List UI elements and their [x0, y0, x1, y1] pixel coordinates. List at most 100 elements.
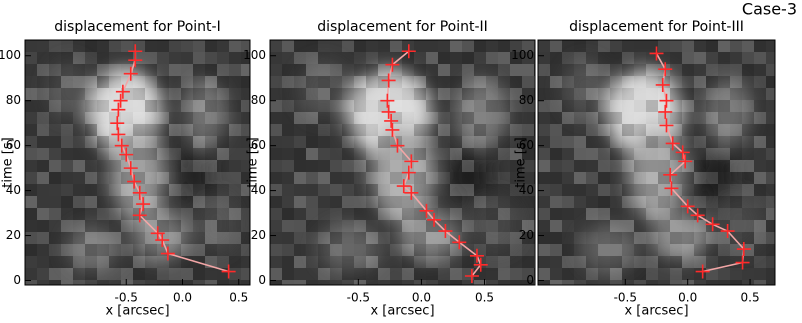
- marker: [438, 224, 453, 239]
- y-tick-label: 40: [6, 183, 21, 197]
- y-tick-label: 20: [251, 228, 266, 242]
- marker: [659, 93, 674, 108]
- marker: [664, 181, 679, 196]
- y-tick-label: 100: [511, 48, 534, 62]
- marker: [111, 102, 126, 117]
- image-background: [25, 40, 250, 285]
- marker: [658, 62, 673, 77]
- marker: [385, 122, 400, 137]
- y-tick-label: 0: [13, 273, 21, 287]
- x-tick-label: -0.5: [115, 291, 138, 305]
- marker: [735, 255, 750, 270]
- x-tick-label: 0.0: [678, 291, 697, 305]
- plot-frame: [537, 39, 776, 286]
- chart-title: displacement for Point-I: [54, 19, 220, 35]
- x-tick-label: 0.0: [173, 291, 192, 305]
- marker: [680, 199, 695, 214]
- marker: [663, 167, 678, 182]
- x-tick-label: -0.5: [347, 291, 370, 305]
- marker: [221, 264, 236, 279]
- marker: [649, 46, 664, 61]
- marker: [427, 212, 442, 227]
- y-tick-label: 0: [526, 273, 534, 287]
- marker: [464, 269, 479, 284]
- marker: [665, 136, 680, 151]
- y-tick-label: 80: [251, 93, 266, 107]
- marker: [380, 93, 395, 108]
- y-tick-label: 100: [243, 48, 266, 62]
- y-tick-label: 80: [519, 93, 534, 107]
- marker: [469, 248, 484, 263]
- y-tick-label: 40: [519, 183, 534, 197]
- marker: [385, 57, 400, 72]
- marker: [160, 246, 175, 261]
- marker: [390, 138, 405, 153]
- marker: [659, 118, 674, 133]
- marker: [381, 73, 396, 88]
- y-tick-label: 20: [6, 228, 21, 242]
- marker: [473, 257, 488, 272]
- marker: [110, 116, 125, 131]
- x-tick-label: 0.5: [741, 291, 760, 305]
- marker: [705, 217, 720, 232]
- case-label: Case-3: [742, 0, 797, 19]
- y-tick-label: 100: [0, 48, 21, 62]
- marker: [132, 208, 147, 223]
- marker: [123, 161, 138, 176]
- marker: [655, 77, 670, 92]
- marker: [736, 242, 751, 257]
- marker: [401, 44, 416, 59]
- y-tick-label: 80: [6, 93, 21, 107]
- panel: -0.5 0.0 0.5 0 20 40 60 80 100 displacement for P…: [243, 19, 536, 319]
- y-tick-label: 0: [258, 273, 266, 287]
- marker: [128, 53, 143, 68]
- marker: [381, 104, 396, 119]
- y-axis-label: time [s]: [514, 137, 529, 187]
- marker: [419, 203, 434, 218]
- marker: [113, 93, 128, 108]
- marker: [111, 127, 126, 142]
- marker: [675, 145, 690, 160]
- marker: [155, 233, 170, 248]
- x-tick-label: 0.0: [412, 291, 431, 305]
- marker: [115, 84, 130, 99]
- marker: [452, 235, 467, 250]
- chart-title: displacement for Point-III: [569, 19, 744, 35]
- marker: [123, 66, 138, 81]
- marker: [404, 185, 419, 200]
- marker: [119, 147, 134, 162]
- x-tick-label: 0.5: [229, 291, 248, 305]
- marker: [114, 138, 129, 153]
- panel: -0.5 0.0 0.5 0 20 40 60 80 100 displacement for P…: [0, 19, 251, 319]
- x-axis-label: x [arcsec]: [624, 304, 688, 319]
- image-background: [538, 40, 775, 285]
- x-axis-label: x [arcsec]: [105, 304, 169, 319]
- x-tick-label: 0.5: [475, 291, 494, 305]
- chart-title: displacement for Point-II: [317, 19, 488, 35]
- y-axis-label: time [s]: [1, 137, 16, 187]
- y-axis-label: time [s]: [246, 137, 261, 187]
- x-axis-label: x [arcsec]: [370, 304, 434, 319]
- y-tick-label: 60: [6, 138, 21, 152]
- y-tick-label: 60: [519, 138, 534, 152]
- x-tick-label: -0.5: [614, 291, 637, 305]
- y-tick-label: 20: [519, 228, 534, 242]
- marker: [396, 179, 411, 194]
- marker: [132, 185, 147, 200]
- marker: [690, 208, 705, 223]
- marker: [127, 174, 142, 189]
- y-tick-label: 60: [251, 138, 266, 152]
- marker: [658, 104, 673, 119]
- marker: [695, 264, 710, 279]
- marker: [404, 154, 419, 169]
- marker: [401, 165, 416, 180]
- plot-frame: [24, 39, 251, 286]
- marker: [136, 197, 151, 212]
- marker: [384, 113, 399, 128]
- marker: [720, 224, 735, 239]
- y-tick-label: 40: [251, 183, 266, 197]
- plot-frame: [269, 39, 536, 286]
- panel: -0.5 0.0 0.5 0 20 40 60 80 100 displacement for P…: [511, 19, 776, 319]
- marker: [678, 154, 693, 169]
